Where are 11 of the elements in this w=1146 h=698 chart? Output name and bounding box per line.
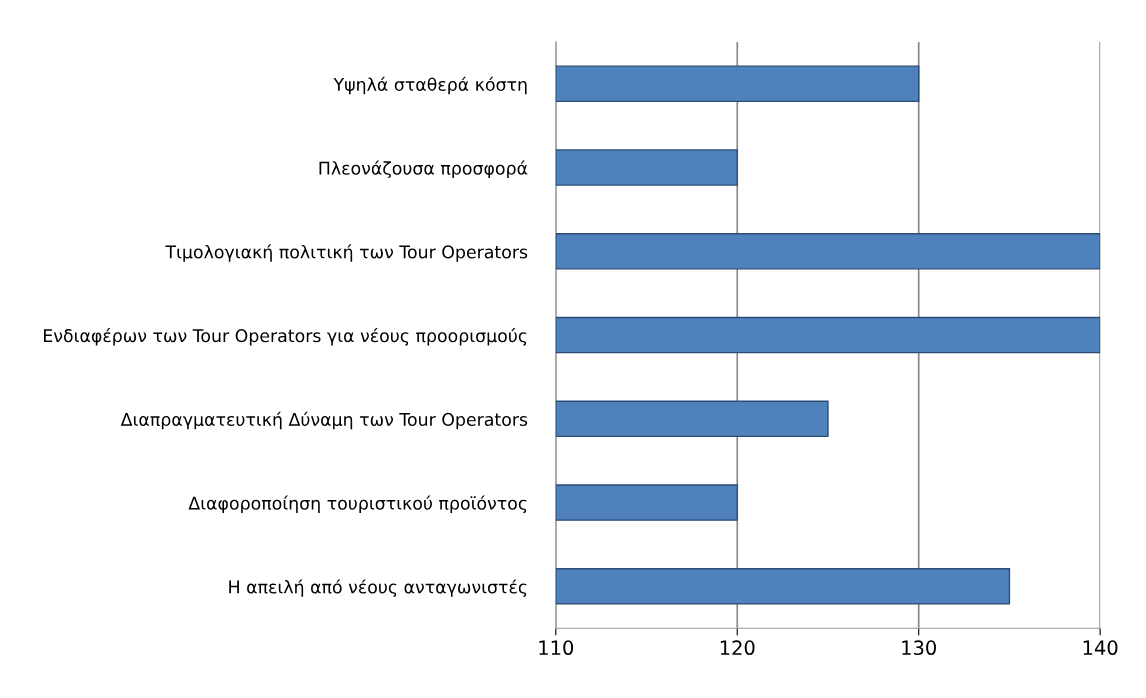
y-tick-label: Διαπραγματευτική Δύναμη των Tour Operators [120, 411, 528, 430]
x-tick-label: 130 [902, 640, 936, 656]
y-tick-label: Διαφοροποίηση τουριστικού προϊόντος [188, 495, 527, 514]
y-tick-label: Υψηλά σταθερά κόστη [333, 76, 527, 95]
y-tick-label: Τιμολογιακή πολιτική των Tour Operators [165, 244, 528, 262]
x-tick-label: 110 [539, 640, 574, 656]
y-tick-label: Η απειλή από νέους ανταγωνιστές [229, 579, 527, 597]
y-tick-label: Πλεονάζουσα προσφορά [319, 160, 528, 179]
x-tick-label: 120 [720, 640, 755, 656]
x-tick-label: 140 [1083, 640, 1118, 656]
y-tick-label: Ενδιαφέρων των Tour Operators για νέους προορισμούς [44, 328, 527, 346]
